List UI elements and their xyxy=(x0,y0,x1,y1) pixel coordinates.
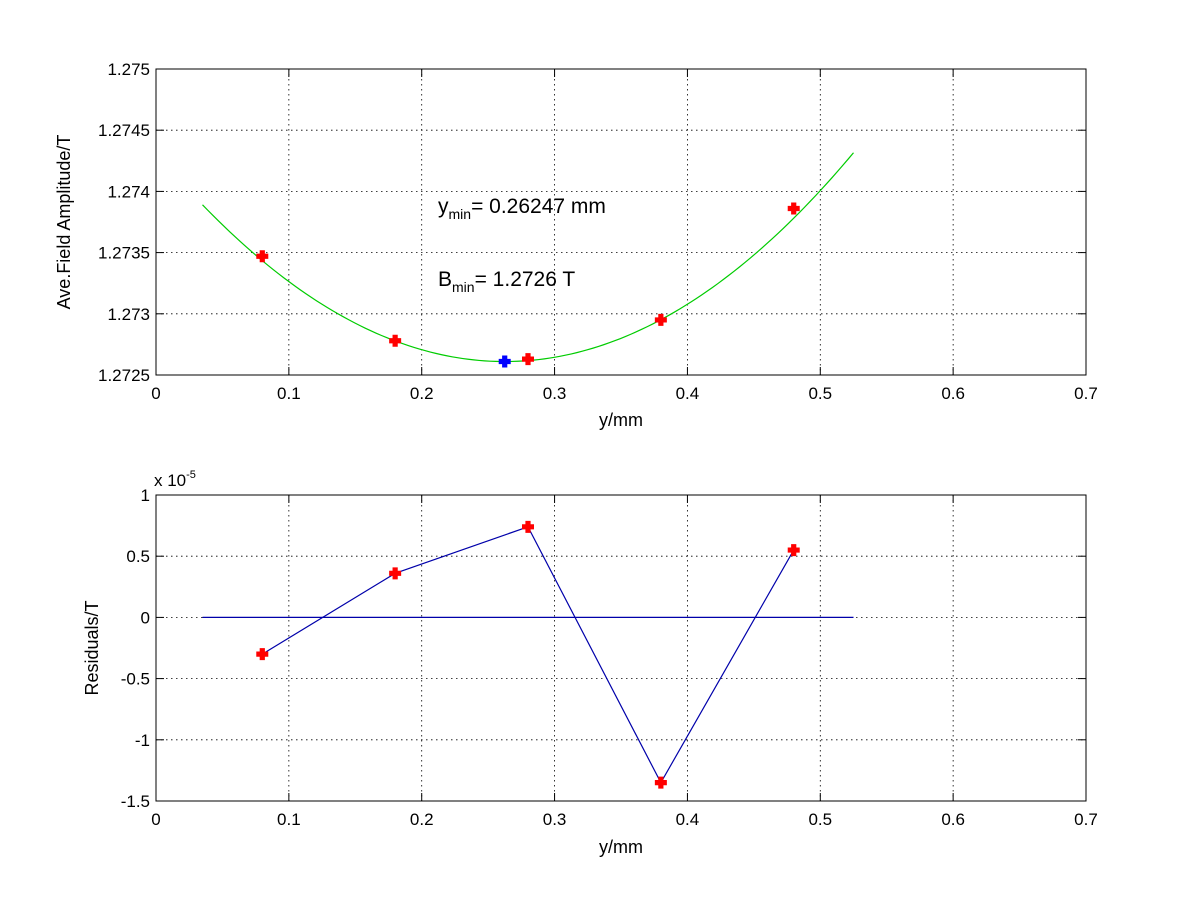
top-y-tick-label: 1.273 xyxy=(107,305,150,324)
top-plot-area xyxy=(155,68,1087,376)
bottom-x-tick-label: 0.6 xyxy=(941,810,965,829)
top-x-tick-label: 0.4 xyxy=(676,384,700,403)
measured-point xyxy=(389,334,402,347)
top-y-tick-label: 1.2735 xyxy=(98,244,150,263)
bottom-plot-area xyxy=(155,494,1087,802)
bottom-x-axis-label: y/mm xyxy=(599,837,643,857)
bottom-series xyxy=(202,520,854,789)
residual-point xyxy=(256,648,269,661)
bottom-chart: 0 0.1 0.2 0.3 0.4 0.5 0.6 0.7 -1.5 -1 -0.5 0 0.5 1 y/… xyxy=(82,469,1098,857)
bottom-x-tick-label: 0.5 xyxy=(808,810,832,829)
residual-point xyxy=(522,520,534,533)
bottom-x-tick-label: 0.1 xyxy=(277,810,301,829)
annotation-ymin: ymin= 0.26247 mm xyxy=(438,195,606,222)
bottom-tick-labels: 0 0.1 0.2 0.3 0.4 0.5 0.6 0.7 -1.5 -1 -0.5 0 0.5 1 xyxy=(121,486,1098,829)
bottom-x-tick-label: 0.7 xyxy=(1074,810,1098,829)
top-tick-labels: 0 0.1 0.2 0.3 0.4 0.5 0.6 0.7 1.2725 1.273 1.2735 1… xyxy=(98,60,1098,403)
bottom-y-tick-label: -1.5 xyxy=(121,792,150,811)
residual-point xyxy=(787,544,800,557)
measured-point xyxy=(787,202,800,215)
top-series xyxy=(202,152,854,368)
top-x-tick-label: 0.5 xyxy=(808,384,832,403)
measured-point xyxy=(522,353,534,366)
bottom-x-tick-label: 0.4 xyxy=(676,810,700,829)
residual-point xyxy=(389,567,402,580)
bottom-y-tick-label: 0.5 xyxy=(126,547,150,566)
top-chart: 0 0.1 0.2 0.3 0.4 0.5 0.6 0.7 1.2725 1.273 1.2735 1… xyxy=(54,60,1098,430)
bottom-x-tick-label: 0.2 xyxy=(410,810,434,829)
bottom-y-tick-label: -1 xyxy=(135,731,150,750)
bottom-x-tick-label: 0 xyxy=(151,810,160,829)
top-x-tick-label: 0.7 xyxy=(1074,384,1098,403)
measured-point xyxy=(654,313,667,326)
top-y-axis-label: Ave.Field Amplitude/T xyxy=(54,135,74,310)
top-y-tick-label: 1.275 xyxy=(107,60,150,79)
top-x-tick-label: 0.6 xyxy=(941,384,965,403)
top-x-tick-label: 0 xyxy=(151,384,160,403)
top-y-tick-label: 1.2725 xyxy=(98,366,150,385)
top-grid xyxy=(155,68,1087,376)
top-x-tick-label: 0.3 xyxy=(543,384,567,403)
minimum-point xyxy=(498,355,511,368)
measured-point xyxy=(256,250,269,263)
bottom-y-tick-label: 1 xyxy=(141,486,150,505)
top-x-tick-label: 0.1 xyxy=(277,384,301,403)
top-y-tick-label: 1.2745 xyxy=(98,121,150,140)
top-x-tick-label: 0.2 xyxy=(410,384,434,403)
bottom-y-tick-label: -0.5 xyxy=(121,670,150,689)
annotation-bmin: Bmin= 1.2726 T xyxy=(438,268,575,295)
top-x-axis-label: y/mm xyxy=(599,410,643,430)
bottom-x-tick-label: 0.3 xyxy=(543,810,567,829)
top-y-tick-label: 1.274 xyxy=(107,182,150,201)
bottom-y-tick-label: 0 xyxy=(141,608,150,627)
residual-point xyxy=(654,776,667,789)
bottom-y-axis-label: Residuals/T xyxy=(82,600,102,695)
y-exponent-label: x 10-5 xyxy=(154,469,196,490)
